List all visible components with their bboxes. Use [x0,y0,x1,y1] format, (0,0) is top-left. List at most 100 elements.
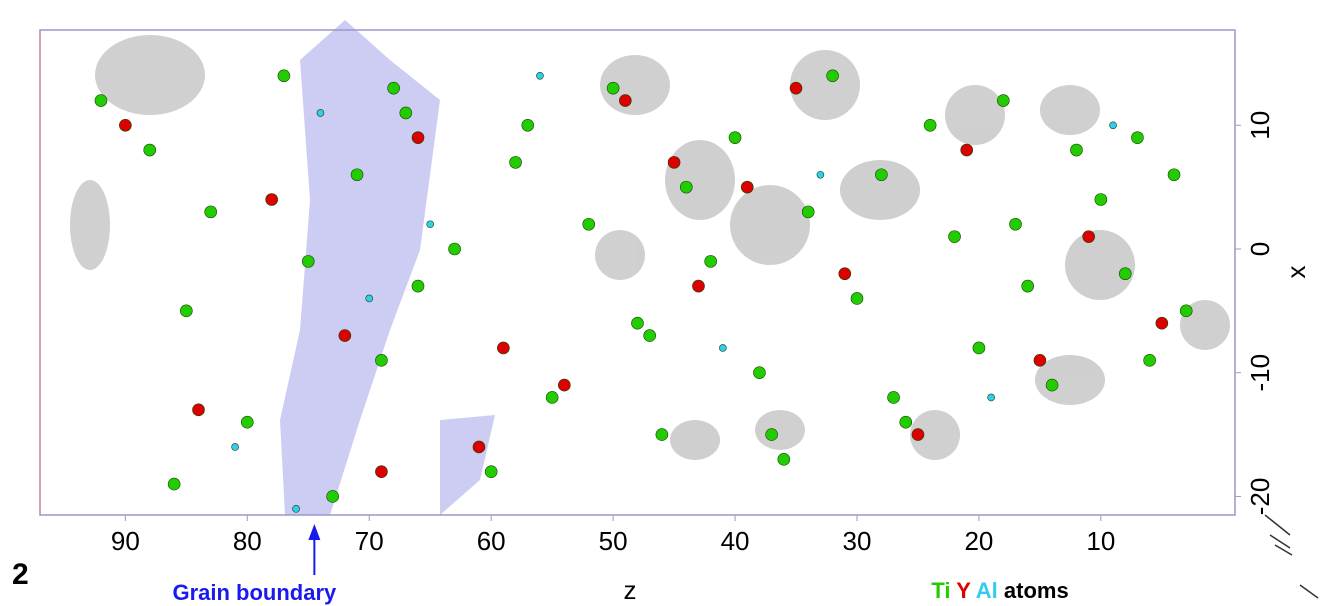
x-tick-label: 90 [111,526,140,556]
y-tick-label: 10 [1245,111,1275,140]
x-tick-label: 10 [1086,526,1115,556]
atom [1179,304,1193,318]
y-tick-label: 0 [1245,242,1275,256]
atom [1094,193,1108,206]
atom [643,329,656,342]
atom [1082,230,1095,243]
atom [192,403,205,417]
atom [1167,168,1181,182]
atom [655,428,669,441]
x-tick-label: 40 [721,526,750,556]
atom [887,391,900,404]
atom [472,440,486,454]
atom [692,279,705,293]
atom [753,366,766,380]
y-tick-label: -10 [1245,354,1275,392]
x-tick-label: 50 [599,526,628,556]
atom [448,242,461,256]
atom [740,180,754,194]
atom [231,443,239,451]
x-tick-label: 80 [233,526,262,556]
grain-boundary-region [280,20,440,515]
atom [1109,121,1117,130]
annotation-arrowhead [308,524,321,540]
atom [679,180,693,194]
atom [484,465,498,478]
atom [411,131,425,144]
atom [972,341,986,355]
axis-triad [1264,514,1319,599]
atom [582,217,596,231]
legend-suffix: atoms [1004,578,1069,603]
atom [1143,354,1156,367]
atom [375,465,388,478]
atom [911,428,925,441]
atom [167,477,181,491]
atom [923,118,937,132]
y-tick-label: -20 [1245,478,1275,516]
atom [292,505,300,513]
atom [1070,143,1083,157]
atom [240,415,254,429]
atom [1045,378,1059,392]
atom [509,156,522,169]
atom [875,168,888,182]
atom [204,205,218,219]
atom [119,118,132,132]
x-tick-label: 30 [843,526,872,556]
atom [265,193,278,206]
atom [277,69,291,83]
atom [301,255,315,268]
atom [789,81,803,95]
atom [631,316,644,330]
atom [826,69,839,83]
x-tick-label: 60 [477,526,506,556]
atom [1155,316,1169,330]
atom [545,391,559,404]
atom [365,294,374,303]
atom [667,156,681,169]
atom [143,143,157,157]
atom [316,109,325,117]
legend-entry: Y [956,578,971,603]
atom [94,94,108,107]
atom [728,131,742,144]
legend-entry: Al [976,578,998,603]
atom [987,393,995,402]
atom [777,453,791,466]
atom [1033,354,1047,367]
atom [838,267,852,281]
atom [326,490,339,503]
atom [960,143,974,157]
atom [816,170,825,179]
atom [997,94,1010,107]
atom [497,341,510,355]
atom [521,118,535,132]
atom [536,71,544,80]
atom [948,230,961,243]
atom [606,81,620,95]
cluster-envelopes [70,35,1230,460]
atom [801,205,815,219]
x-tick-label: 20 [964,526,993,556]
atom [719,344,727,352]
x-axis-label: z [624,575,637,605]
atom [350,168,364,182]
x-tick-label: 70 [355,526,384,556]
grain-boundary-region [440,415,495,515]
atom [850,292,864,305]
atom [704,255,717,268]
atom [1131,131,1144,144]
atom [899,415,913,429]
atom [411,279,425,293]
atom [558,378,571,392]
atom [426,220,435,229]
legend: Ti Y Al atoms [931,578,1068,603]
atom [619,94,632,107]
atom [399,106,413,120]
atom [1021,279,1035,293]
atom [180,304,193,318]
atom [387,81,400,95]
panel-label: 2 [12,558,29,591]
